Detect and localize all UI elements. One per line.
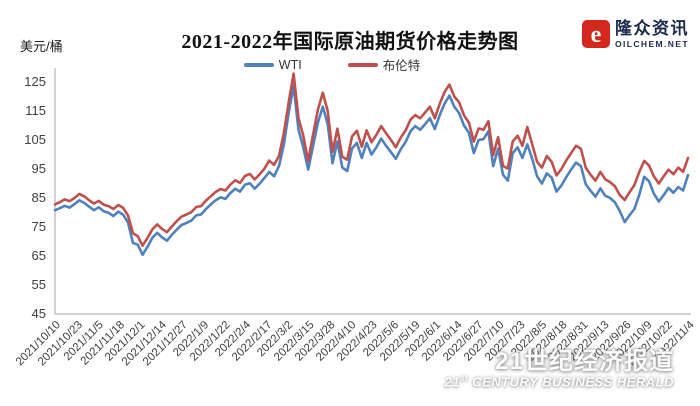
brent-line-swatch — [347, 62, 378, 67]
wti-line-swatch — [243, 62, 274, 67]
svg-text:e: e — [591, 22, 602, 48]
brent-line — [53, 72, 690, 247]
y-tick-label: 65 — [31, 248, 46, 263]
legend-label-brent: 布伦特 — [382, 59, 421, 73]
logo-domain: OILCHEM.NET — [615, 38, 689, 49]
y-tick-label: 45 — [31, 306, 46, 321]
legend-label-wti: WTI — [278, 57, 302, 72]
legend-item-wti: WTI — [243, 55, 302, 74]
logo-name: 隆众资讯 — [615, 19, 689, 38]
y-tick-label: 95 — [31, 161, 46, 176]
y-tick-label: 55 — [31, 277, 46, 292]
chart-title: 2021-2022年国际原油期货价格走势图 — [181, 31, 519, 53]
legend-item-brent: 布伦特 — [347, 55, 421, 74]
y-tick-label: 115 — [25, 103, 46, 118]
oilchem-logo-icon: e — [582, 20, 610, 48]
y-tick-label: 85 — [31, 190, 46, 205]
y-tick-label: 105 — [24, 132, 46, 147]
y-tick-label: 75 — [31, 219, 46, 234]
oilchem-logo: e 隆众资讯 OILCHEM.NET — [581, 19, 689, 49]
logo-text: 隆众资讯 OILCHEM.NET — [615, 19, 689, 49]
y-axis-unit-label: 美元/桶 — [20, 39, 63, 54]
legend: WTI 布伦特 — [0, 55, 682, 74]
wti-line — [53, 84, 690, 257]
y-tick-label: 125 — [24, 74, 46, 89]
